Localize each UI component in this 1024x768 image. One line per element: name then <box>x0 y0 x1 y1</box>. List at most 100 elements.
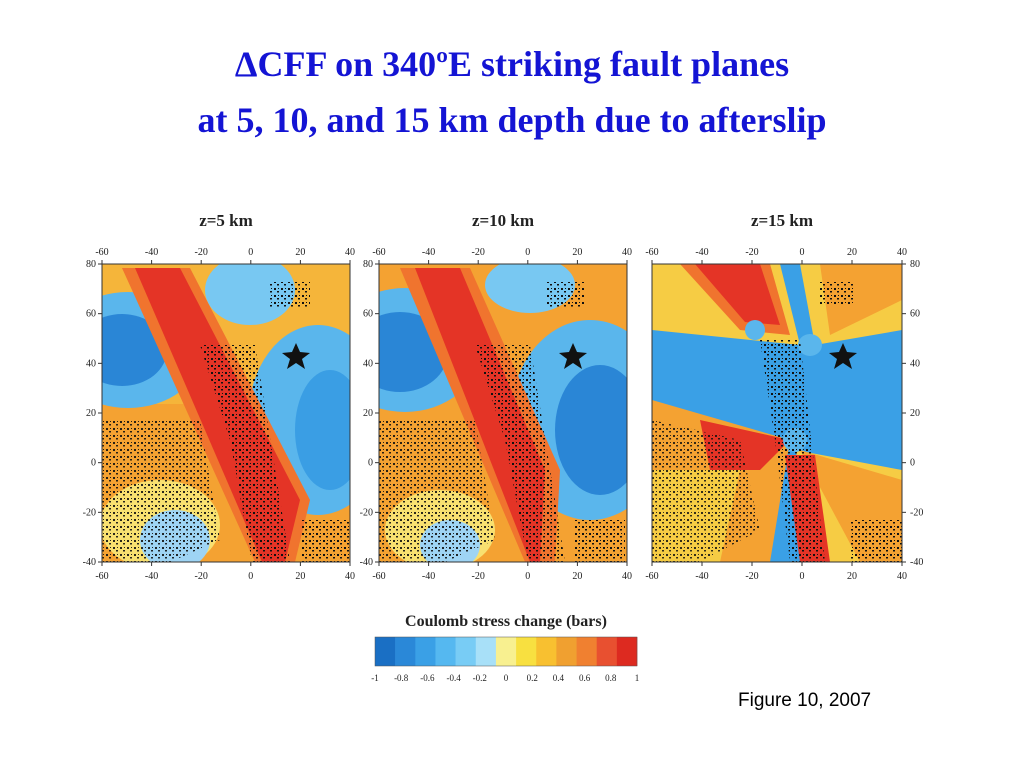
x-tick-label: 20 <box>572 571 582 582</box>
stress-map <box>102 264 350 562</box>
x-tick-label: 0 <box>248 571 253 582</box>
y-tick-label: 80 <box>86 259 96 270</box>
colorbar-tick-label: -0.2 <box>473 673 487 683</box>
colorbar-tick-label: 0.2 <box>527 673 538 683</box>
stress-map <box>379 264 627 562</box>
colorbar-tick-label: 0.4 <box>553 673 565 683</box>
x-tick-label: 20 <box>572 247 582 258</box>
colorbar-cell <box>616 637 638 666</box>
slide-title-line-1: ΔCFF on 340ºE striking fault planes <box>234 44 790 84</box>
x-tick-label: -40 <box>422 571 435 582</box>
x-tick-label: -40 <box>145 247 158 258</box>
colorbar-cells <box>374 636 638 667</box>
colorbar-label: Coulomb stress change (bars) <box>405 613 607 630</box>
x-tick-label: 40 <box>345 571 355 582</box>
x-tick-label: -60 <box>95 571 108 582</box>
x-tick-label: -40 <box>695 571 708 582</box>
slide-title-line-2: at 5, 10, and 15 km depth due to aftersl… <box>197 100 827 140</box>
x-tick-label: -20 <box>472 571 485 582</box>
colorbar-cell <box>435 637 456 666</box>
x-tick-label: 0 <box>525 571 530 582</box>
epicenter-star <box>559 343 587 369</box>
panel-z10: z=10 km <box>378 211 628 563</box>
panel-title: z=10 km <box>472 211 534 230</box>
colorbar-cell <box>415 637 436 666</box>
figure-caption: Figure 10, 2007 <box>738 690 872 711</box>
epicenter-star <box>282 343 310 369</box>
y-tick-label: 40 <box>86 358 96 369</box>
x-tick-label: 0 <box>248 247 253 258</box>
x-tick-label: 0 <box>800 571 805 582</box>
x-tick-label: -40 <box>422 247 435 258</box>
axes-layer: -60-60-40-40-20-200020204040806040200-20… <box>83 247 924 582</box>
y-tick-label: 40 <box>910 358 920 369</box>
colorbar-cell <box>596 637 618 666</box>
x-tick-label: 0 <box>525 247 530 258</box>
colorbar-cell <box>536 637 557 666</box>
x-tick-label: -20 <box>472 247 485 258</box>
colorbar-cell <box>556 637 577 666</box>
panel-title: z=5 km <box>199 211 253 230</box>
x-tick-label: -60 <box>645 571 658 582</box>
x-tick-label: -20 <box>195 247 208 258</box>
x-tick-label: -20 <box>195 571 208 582</box>
y-tick-label: -20 <box>910 507 923 518</box>
colorbar-frame <box>374 636 638 667</box>
panel-z15: z=15 km <box>651 211 903 563</box>
colorbar-cell <box>395 637 416 666</box>
y-tick-label: 20 <box>910 408 920 419</box>
colorbar-cell <box>576 637 597 666</box>
x-tick-label: 40 <box>622 571 632 582</box>
x-tick-label: -60 <box>645 247 658 258</box>
colorbar: Coulomb stress change (bars) -1 -0.8 -0.6 -… <box>371 613 639 683</box>
y-tick-label: 20 <box>363 408 373 419</box>
colorbar-tick-label: 0.6 <box>579 673 591 683</box>
colorbar-cell <box>495 637 517 666</box>
colorbar-tick-label: 1 <box>635 673 640 683</box>
y-tick-label: 60 <box>363 309 373 320</box>
x-tick-label: -40 <box>695 247 708 258</box>
x-tick-label: 20 <box>847 247 857 258</box>
y-tick-label: -40 <box>910 557 923 568</box>
y-tick-label: -20 <box>360 507 373 518</box>
x-tick-label: 40 <box>897 247 907 258</box>
colorbar-tick-label: -1 <box>371 673 379 683</box>
y-tick-label: 20 <box>86 408 96 419</box>
colorbar-tick-label: -0.4 <box>446 673 461 683</box>
y-tick-label: 80 <box>363 259 373 270</box>
panel-title: z=15 km <box>751 211 813 230</box>
colorbar-tick-label: -0.8 <box>394 673 409 683</box>
colorbar-cell <box>375 637 396 666</box>
y-tick-label: 0 <box>91 458 96 469</box>
x-tick-label: -60 <box>372 571 385 582</box>
x-tick-label: 20 <box>847 571 857 582</box>
y-tick-label: 80 <box>910 259 920 270</box>
x-tick-label: 40 <box>897 571 907 582</box>
x-tick-label: 20 <box>295 571 305 582</box>
x-tick-label: 40 <box>345 247 355 258</box>
epicenter-star <box>829 343 857 369</box>
colorbar-tick-label: -0.6 <box>420 673 435 683</box>
stress-map <box>652 264 902 562</box>
x-tick-label: 20 <box>295 247 305 258</box>
colorbar-cell <box>475 637 497 666</box>
y-tick-label: 0 <box>910 458 915 469</box>
x-tick-label: -20 <box>745 571 758 582</box>
colorbar-tick-label: 0.8 <box>605 673 617 683</box>
x-tick-label: 40 <box>622 247 632 258</box>
y-tick-label: 0 <box>368 458 373 469</box>
colorbar-tick-label: 0 <box>504 673 509 683</box>
y-tick-label: -20 <box>83 507 96 518</box>
x-tick-label: 0 <box>800 247 805 258</box>
colorbar-cell <box>516 637 537 666</box>
x-tick-label: -20 <box>745 247 758 258</box>
y-tick-label: -40 <box>83 557 96 568</box>
colorbar-cell <box>455 637 477 666</box>
x-tick-label: -40 <box>145 571 158 582</box>
y-tick-label: 60 <box>910 309 920 320</box>
y-tick-label: 60 <box>86 309 96 320</box>
y-tick-label: 40 <box>363 358 373 369</box>
x-tick-label: -60 <box>95 247 108 258</box>
panel-z5: z=5 km <box>101 211 351 563</box>
